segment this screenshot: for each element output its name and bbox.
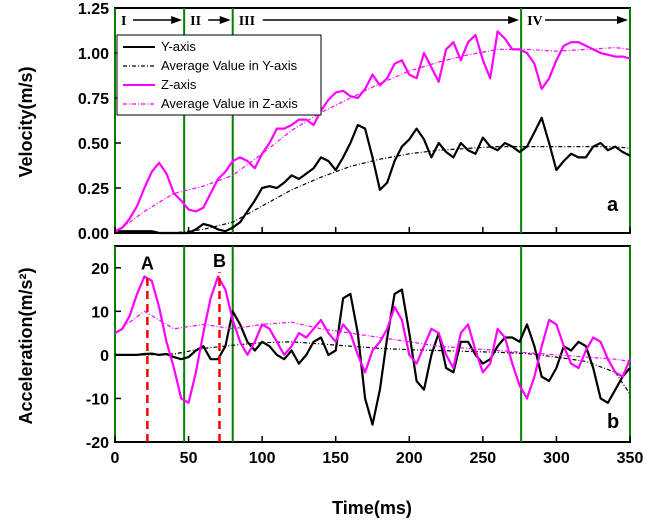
y-tick-label-a-5: 1.25 <box>78 1 109 18</box>
y-axis-title-b: Acceleration(m/s²) <box>16 267 36 424</box>
phase-arrow-head-II <box>219 16 231 24</box>
y-tick-label-a-4: 1.00 <box>78 46 109 63</box>
x-tick-label-7: 350 <box>617 450 644 467</box>
legend-label-z-avg: Average Value in Z-axis <box>161 96 298 111</box>
panel-a-letter: a <box>607 194 619 216</box>
series-line-b-2 <box>114 275 632 404</box>
x-axis-title: Time(ms) <box>332 498 412 518</box>
panel-b-letter: b <box>607 411 619 433</box>
y-tick-label-b-2: 0 <box>100 348 109 365</box>
series-line-a-0 <box>115 116 631 235</box>
series-line-a-3 <box>114 46 631 234</box>
y-axis-title-a: Velocity(m/s) <box>16 66 36 177</box>
y-tick-label-a-0: 0.00 <box>78 226 109 243</box>
x-tick-label-0: 0 <box>111 450 120 467</box>
y-tick-label-b-3: 10 <box>91 304 109 321</box>
y-tick-label-b-0: -20 <box>86 435 109 452</box>
legend-box <box>116 34 322 116</box>
marker-label-A: A <box>141 253 154 273</box>
phase-arrow-head-I <box>171 16 183 24</box>
y-tick-label-a-1: 0.25 <box>78 181 109 198</box>
panel-b-frame <box>114 245 631 443</box>
y-tick-label-a-3: 0.75 <box>78 91 109 108</box>
marker-label-B: B <box>213 251 226 271</box>
phase-label-III: III <box>239 14 255 29</box>
phase-label-IV: IV <box>527 14 543 29</box>
legend-label-y: Y-axis <box>161 39 196 54</box>
legend: Y-axis Average Value in Y-axis Z-axis Av… <box>116 34 322 116</box>
series-line-b-1 <box>115 341 631 395</box>
series-line-b-3 <box>114 310 631 362</box>
legend-label-z: Z-axis <box>161 77 197 92</box>
y-tick-label-b-4: 20 <box>91 261 109 278</box>
y-tick-label-a-2: 0.50 <box>78 136 109 153</box>
x-tick-label-2: 100 <box>249 450 276 467</box>
phase-arrow-head-IV <box>617 16 628 24</box>
series-line-a-2 <box>114 30 631 233</box>
x-tick-label-1: 50 <box>180 450 198 467</box>
series-line-a-1 <box>115 146 631 234</box>
phase-label-I: I <box>121 14 126 29</box>
y-tick-label-b-1: -10 <box>86 391 109 408</box>
x-tick-label-3: 150 <box>322 450 349 467</box>
legend-label-y-avg: Average Value in Y-axis <box>161 58 298 73</box>
phase-arrow-head-III <box>508 16 520 24</box>
series-layer <box>114 30 632 426</box>
x-tick-label-6: 300 <box>543 450 570 467</box>
x-tick-label-4: 200 <box>396 450 423 467</box>
series-line-b-0 <box>115 288 631 426</box>
x-tick-label-5: 250 <box>470 450 497 467</box>
phase-label-II: II <box>190 14 201 29</box>
